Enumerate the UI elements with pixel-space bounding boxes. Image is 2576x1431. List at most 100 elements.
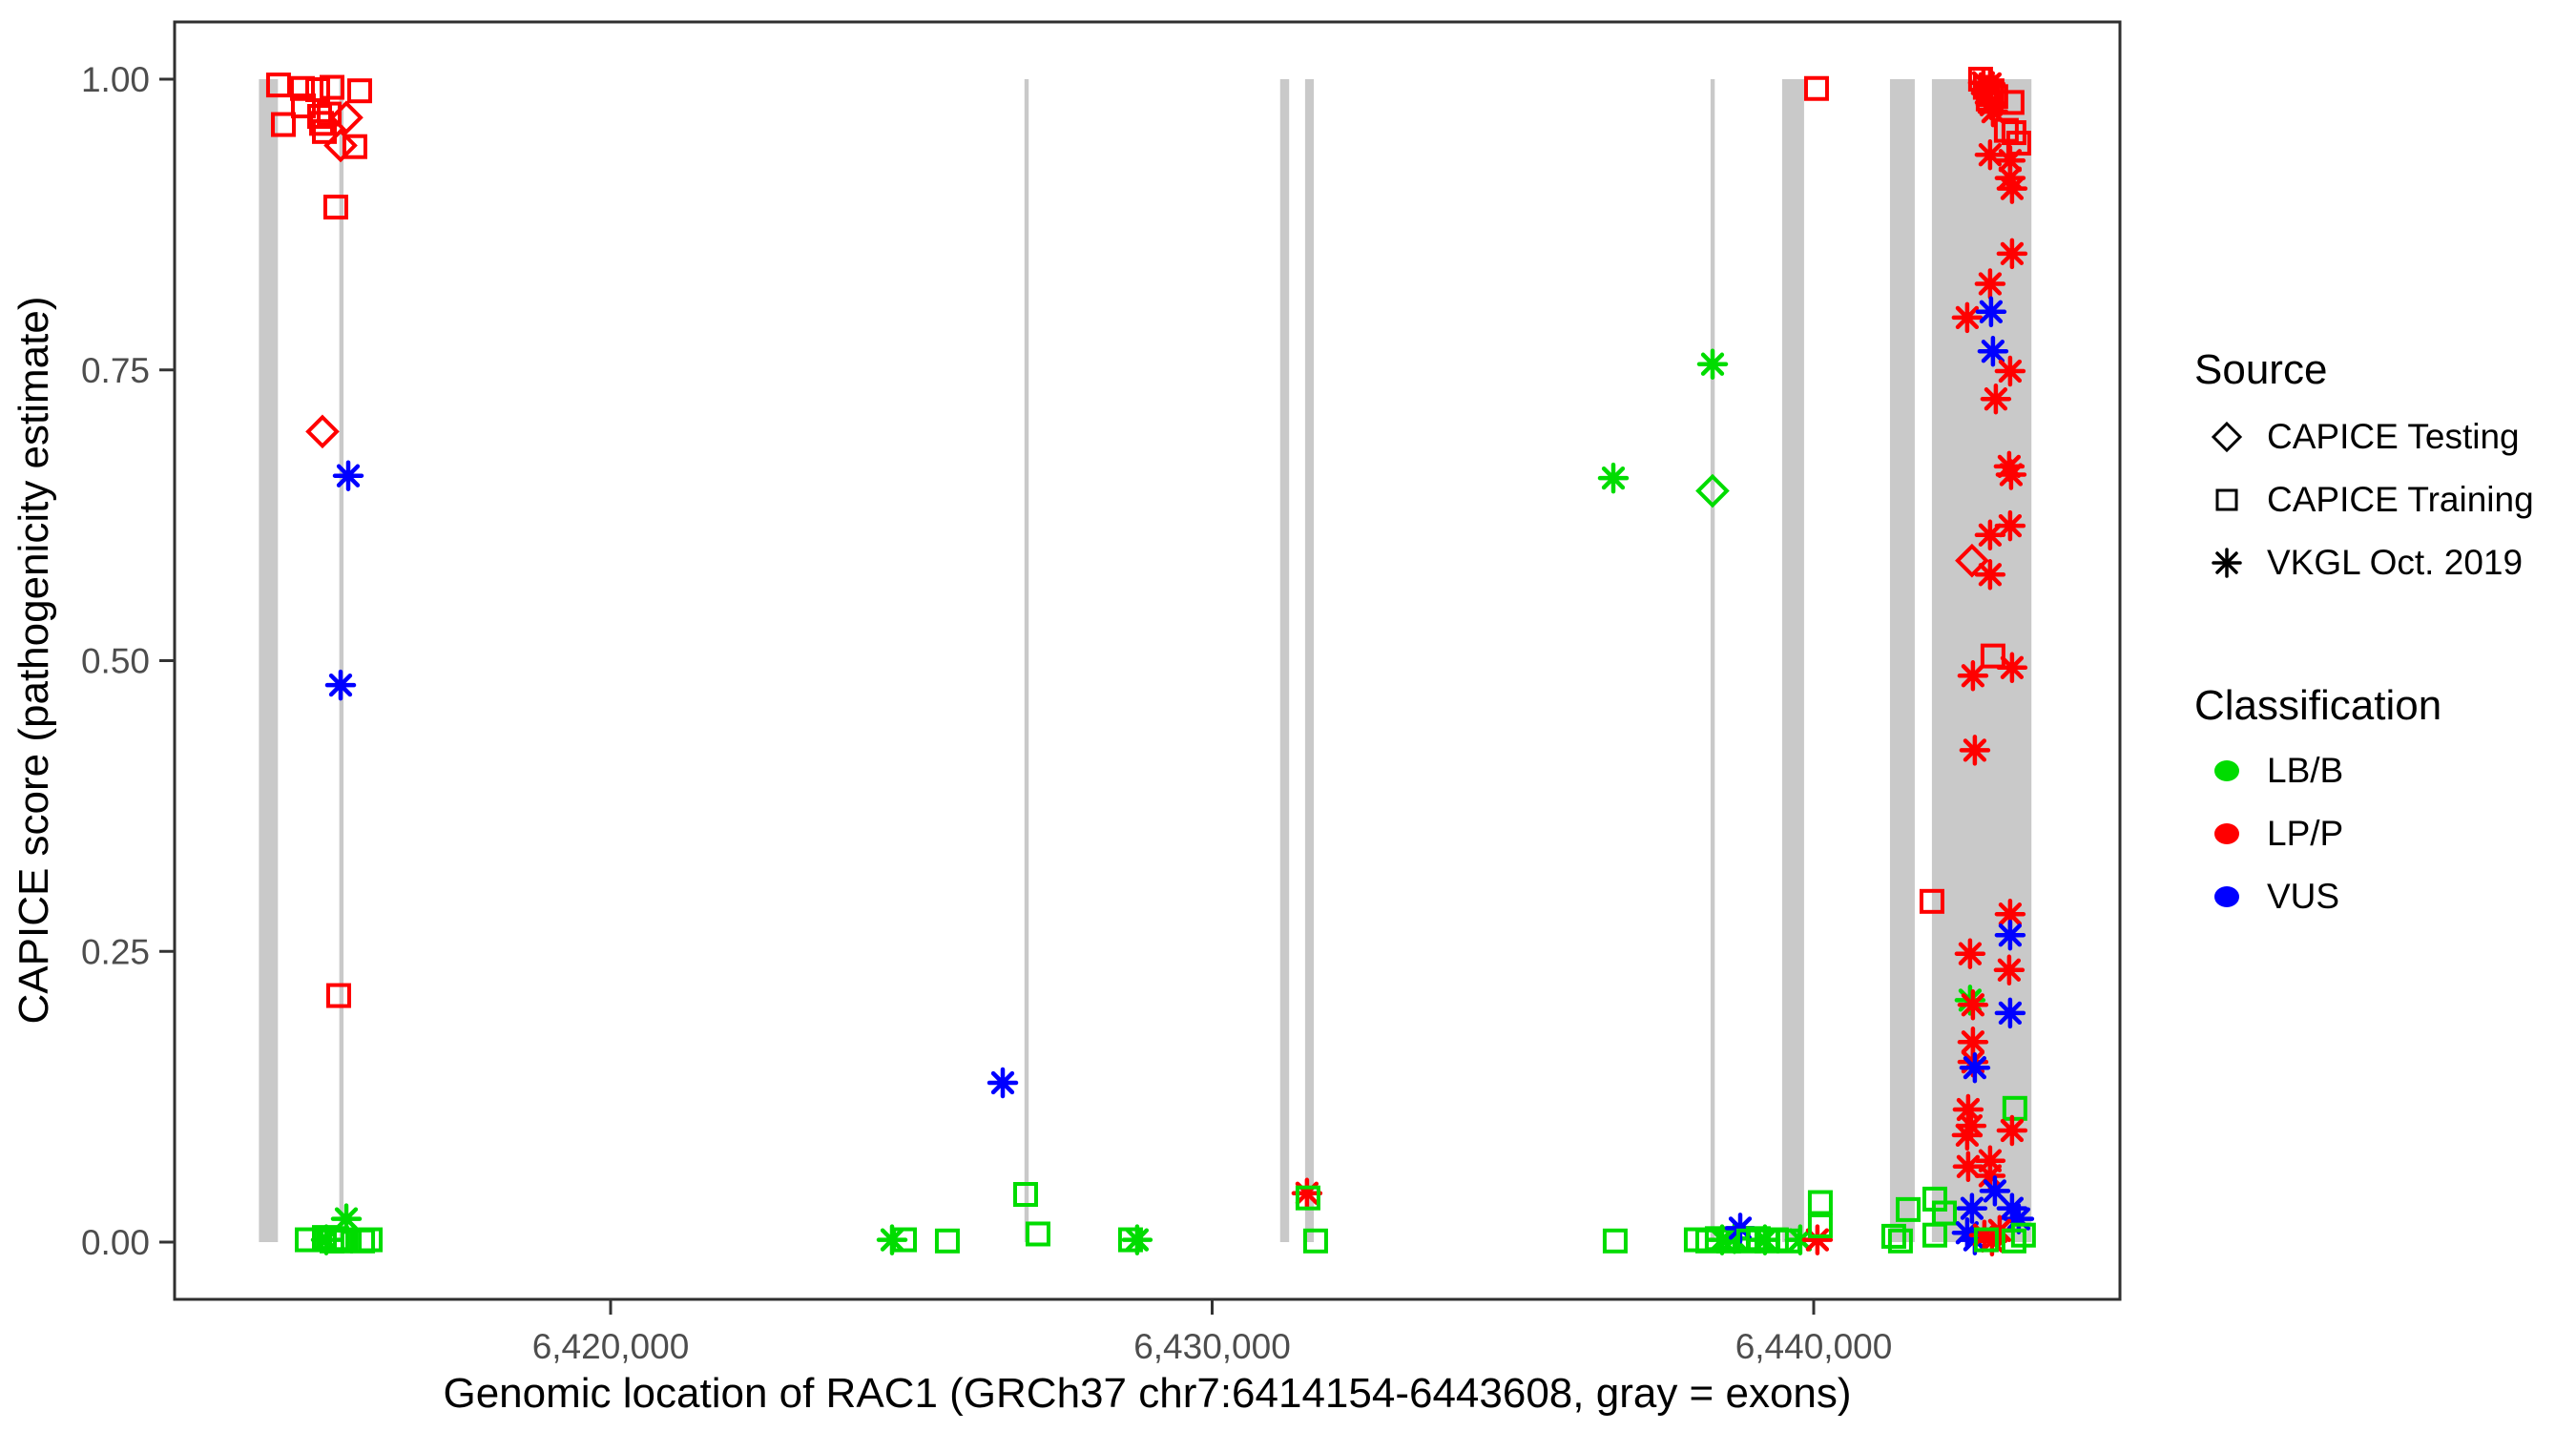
data-point-square [1302, 1228, 1328, 1254]
x-tick-label: 6,440,000 [1735, 1327, 1893, 1366]
data-point-asterisk [332, 460, 364, 491]
asterisk-icon [2212, 548, 2242, 578]
data-point-square [1602, 1228, 1628, 1254]
data-point-asterisk [1974, 559, 2006, 591]
legend-item-label: LP/P [2267, 814, 2344, 853]
data-point-square [265, 73, 291, 98]
y-tick-label: 0.75 [81, 351, 150, 390]
data-point-square [316, 101, 342, 127]
data-point-square [289, 75, 315, 101]
legend-item-label: VKGL Oct. 2019 [2267, 543, 2524, 582]
data-point-asterisk [1993, 954, 2025, 986]
red-dot-icon [2214, 823, 2239, 844]
data-point-asterisk [1974, 519, 2006, 551]
exon-bar [1710, 79, 1715, 1242]
data-point-square [326, 983, 352, 1008]
data-point-asterisk [1996, 238, 2028, 270]
data-point-asterisk [1977, 335, 2009, 367]
data-point-asterisk [1952, 1151, 1984, 1183]
panel-border [173, 20, 2122, 1301]
data-point-asterisk [1994, 919, 2026, 951]
data-point-asterisk [324, 669, 357, 701]
data-point-square [322, 195, 348, 220]
legend-item-lpp: LP/P [2204, 811, 2343, 857]
data-point-asterisk [1995, 459, 2027, 490]
square-icon [2215, 488, 2238, 511]
data-point-square [270, 112, 296, 137]
data-point-square [1895, 1196, 1921, 1222]
data-point-square [347, 78, 373, 104]
data-point-square [1880, 1223, 1906, 1249]
data-point-square [2010, 1222, 2036, 1248]
data-point-square [1025, 1221, 1050, 1247]
data-point-asterisk [987, 1067, 1019, 1099]
y-axis-title: CAPICE score (pathogenicity estimate) [10, 296, 57, 1025]
x-axis-title: Genomic location of RAC1 (GRCh37 chr7:64… [443, 1370, 1852, 1417]
data-point-asterisk [1994, 509, 2026, 542]
legend-item-label: CAPICE Training [2267, 480, 2534, 519]
data-point-asterisk [1980, 383, 2012, 415]
exon-bar [1889, 79, 1915, 1242]
x-tick-label: 6,420,000 [532, 1327, 690, 1366]
data-point-square [311, 118, 337, 144]
legend-item-label: VUS [2267, 877, 2340, 916]
data-point-asterisk [1951, 301, 1984, 334]
data-point-diamond [1955, 543, 1989, 578]
data-point-square [1919, 888, 1944, 914]
y-tick-label: 0.50 [81, 642, 150, 681]
data-point-square [1983, 84, 2008, 110]
legend-item-vus: VUS [2204, 874, 2339, 920]
data-point-square [1973, 1227, 1999, 1253]
legend-item-label: CAPICE Testing [2267, 417, 2520, 456]
data-point-asterisk [1696, 348, 1729, 380]
legend-item-lbb: LB/B [2204, 748, 2343, 794]
legend-item-vkgl: VKGL Oct. 2019 [2204, 540, 2523, 586]
data-point-asterisk [1996, 173, 2028, 204]
diamond-icon [2211, 421, 2243, 453]
data-point-asterisk [1996, 652, 2028, 684]
data-point-square [1295, 1185, 1320, 1211]
data-point-asterisk [1979, 1175, 2011, 1207]
data-point-square [1980, 643, 2005, 669]
legend-item-capice-training: CAPICE Training [2204, 477, 2534, 523]
data-point-square [1887, 1228, 1913, 1254]
data-point-diamond [305, 414, 340, 449]
blue-dot-icon [2214, 886, 2239, 907]
data-point-asterisk [1951, 1119, 1984, 1151]
data-point-diamond [329, 100, 364, 135]
legend-item-label: LB/B [2267, 751, 2344, 790]
data-point-asterisk [1975, 296, 2007, 328]
data-point-square [342, 134, 367, 159]
data-point-square [1807, 1213, 1833, 1238]
data-point-asterisk [1597, 462, 1630, 494]
exon-bar [259, 79, 279, 1242]
data-point-asterisk [1957, 989, 1989, 1021]
data-point-asterisk [1994, 355, 2026, 387]
exon-bar [1304, 79, 1315, 1242]
x-tick-label: 6,430,000 [1133, 1327, 1291, 1366]
exon-bar [1781, 79, 1804, 1242]
data-point-asterisk [330, 1203, 363, 1234]
data-point-square [358, 1227, 384, 1253]
data-point-square [2002, 1095, 2027, 1121]
legend-classification-title: Classification [2194, 682, 2442, 729]
exon-bar [1279, 79, 1290, 1242]
data-point-asterisk [1959, 1051, 1991, 1084]
data-point-asterisk [2003, 1203, 2035, 1234]
data-point-square [1807, 1190, 1833, 1215]
data-point-asterisk [310, 1224, 343, 1255]
data-point-square [934, 1228, 960, 1254]
data-point-diamond [1695, 473, 1730, 508]
data-point-square [1803, 75, 1829, 101]
y-tick-label: 0.00 [81, 1223, 150, 1262]
data-point-asterisk [1956, 1192, 1988, 1224]
exon-bar [1024, 79, 1029, 1242]
data-point-square [891, 1227, 917, 1253]
data-point-asterisk [1974, 268, 2006, 300]
data-point-square [1999, 90, 2025, 115]
data-point-asterisk [1121, 1224, 1153, 1255]
exon-bar [339, 79, 344, 1242]
data-point-asterisk [1996, 1114, 2028, 1147]
